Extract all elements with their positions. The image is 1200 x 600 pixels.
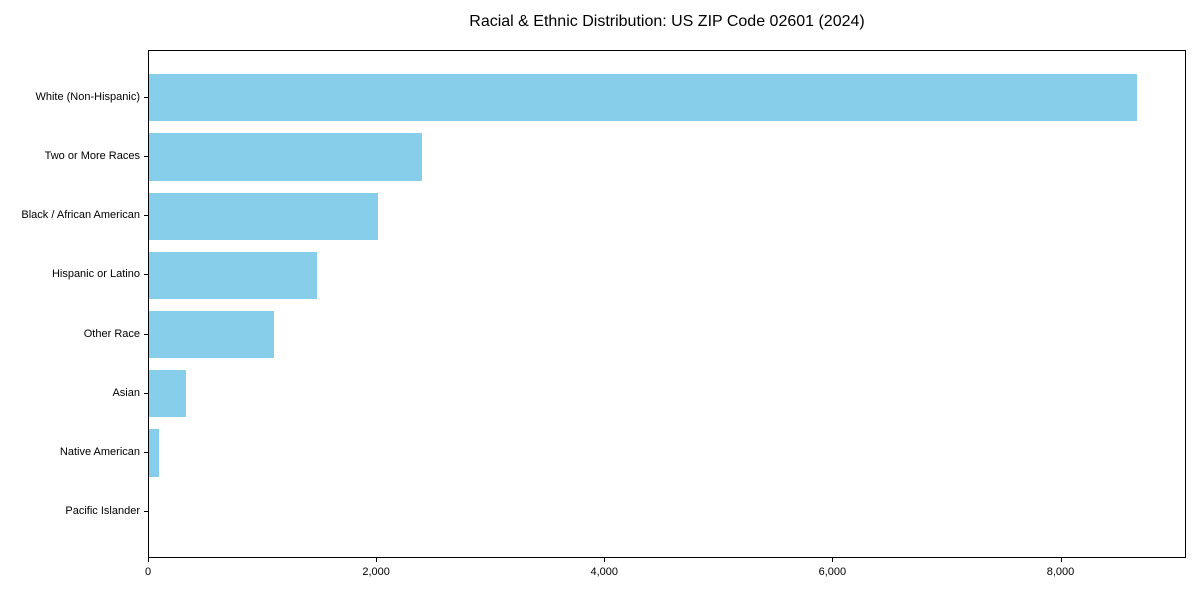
bar-native-american [149, 429, 160, 477]
x-tick-label: 6,000 [818, 566, 847, 578]
y-tick-label: Hispanic or Latino [51, 268, 140, 281]
y-tick-mark [144, 96, 148, 98]
bar-two-or-more-races [149, 133, 422, 181]
y-tick-label: Pacific Islander [65, 505, 140, 518]
x-tick-mark [1060, 558, 1062, 562]
y-tick-mark [144, 511, 148, 513]
y-tick-label: Other Race [83, 327, 140, 340]
y-tick-mark [144, 392, 148, 394]
bar-white-non-hispanic [149, 74, 1138, 122]
x-tick-mark [148, 558, 149, 562]
chart-title: Racial & Ethnic Distribution: US ZIP Cod… [469, 13, 865, 30]
bar-black-african-american [149, 192, 379, 240]
x-tick-mark [376, 558, 378, 562]
y-tick-mark [144, 215, 148, 217]
bar-asian [149, 370, 187, 418]
x-tick-label: 2,000 [362, 566, 390, 578]
y-tick-label: Black / African American [21, 209, 140, 222]
x-tick-label: 0 [144, 566, 152, 578]
bar-other-race [149, 310, 275, 359]
bar-hispanic-or-latino [149, 251, 318, 300]
x-tick-label: 8,000 [1046, 566, 1075, 578]
y-tick-mark [144, 274, 148, 276]
y-tick-label: Native American [59, 446, 140, 459]
y-tick-label: White (Non-Hispanic) [35, 90, 140, 103]
y-tick-mark [144, 333, 148, 335]
y-tick-label: Two or More Races [44, 149, 140, 162]
x-tick-mark [832, 558, 834, 562]
y-tick-label: Asian [112, 386, 140, 399]
x-tick-label: 4,000 [590, 566, 619, 578]
x-tick-mark [604, 558, 606, 562]
y-tick-mark [144, 155, 148, 157]
plot-area [148, 50, 1186, 558]
y-tick-mark [144, 452, 148, 454]
